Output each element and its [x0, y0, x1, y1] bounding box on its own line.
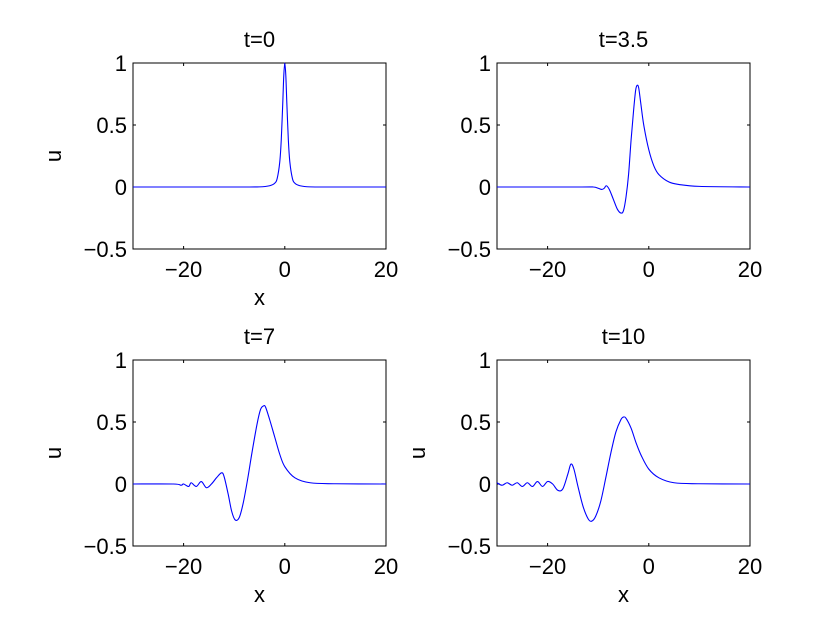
subplot-title: t=10: [602, 324, 645, 349]
axes-box: [132, 359, 387, 547]
x-tick-label: 20: [374, 257, 398, 282]
y-tick-label: 0.5: [96, 410, 127, 435]
y-axis-label: u: [41, 447, 66, 459]
subplot-title: t=7: [244, 324, 275, 349]
y-tick-label: −0.5: [84, 534, 127, 559]
x-axis-label: x: [254, 285, 265, 310]
y-tick-label: 0.5: [96, 113, 127, 138]
y-axis-label: u: [41, 150, 66, 162]
axes-box: [496, 62, 751, 250]
y-axis-label: u: [405, 447, 430, 459]
series-line-1: [132, 404, 387, 521]
subplot-2: −20 0 20 −0.5 0 0.5 1 t=3.5: [448, 27, 763, 282]
y-tick-label: −0.5: [448, 237, 491, 262]
y-tick-label: −0.5: [448, 534, 491, 559]
y-tick-label: 1: [115, 51, 127, 76]
series-line-1: [496, 416, 751, 522]
subplot-1: −20 0 20 −0.5 0 0.5 1 t=0 x u: [41, 27, 398, 310]
series-line-1: [496, 84, 751, 214]
x-tick-label: 20: [738, 257, 762, 282]
y-tick-label: 1: [479, 348, 491, 373]
x-tick-label: −20: [529, 257, 566, 282]
x-tick-label: −20: [165, 554, 202, 579]
x-tick-label: 20: [374, 554, 398, 579]
y-tick-label: 0: [115, 175, 127, 200]
y-tick-label: 0: [115, 472, 127, 497]
y-tick-label: −0.5: [84, 237, 127, 262]
x-tick-label: 20: [738, 554, 762, 579]
x-tick-label: 0: [279, 554, 291, 579]
x-tick-label: 0: [643, 554, 655, 579]
subplot-title: t=3.5: [599, 27, 649, 52]
subplot-4: −20 0 20 −0.5 0 0.5 1 t=10 x u: [405, 324, 762, 607]
y-tick-label: 0: [479, 472, 491, 497]
y-tick-label: 0.5: [460, 410, 491, 435]
x-tick-label: 0: [643, 257, 655, 282]
x-axis-label: x: [618, 582, 629, 607]
x-tick-label: −20: [529, 554, 566, 579]
y-tick-label: 1: [479, 51, 491, 76]
axes-box: [132, 62, 387, 250]
y-tick-label: 0.5: [460, 113, 491, 138]
axes-box: [496, 359, 751, 547]
subplot-title: t=0: [244, 27, 275, 52]
subplot-3: −20 0 20 −0.5 0 0.5 1 t=7 x u: [41, 324, 398, 607]
series-line-1: [132, 62, 387, 188]
y-tick-label: 1: [115, 348, 127, 373]
x-axis-label: x: [254, 582, 265, 607]
y-tick-label: 0: [479, 175, 491, 200]
x-tick-label: −20: [165, 257, 202, 282]
x-tick-label: 0: [279, 257, 291, 282]
